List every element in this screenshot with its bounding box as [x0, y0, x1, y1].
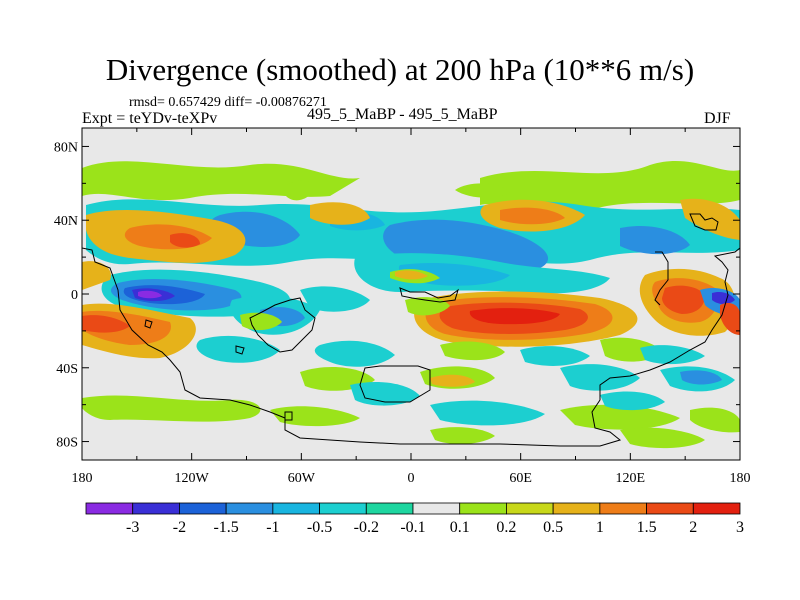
chart-title: Divergence (smoothed) at 200 hPa (10**6 … [105, 52, 695, 87]
contour-patch [500, 207, 565, 225]
stats-label: rmsd= 0.657429 diff= -0.00876271 [129, 95, 327, 110]
contour-patch [440, 341, 505, 361]
colorbar-swatch [646, 502, 694, 515]
colorbar-label: 1 [596, 519, 604, 536]
contour-patch [310, 202, 370, 225]
y-tick-label: 0 [71, 288, 78, 303]
coastlines [82, 213, 740, 447]
colorbar-swatch [599, 502, 647, 515]
colorbar-label: 3 [736, 519, 744, 536]
contour-patch [662, 285, 705, 314]
x-tick-label: 120W [175, 471, 210, 486]
contour-patch [395, 270, 428, 280]
x-tick-label: 180 [730, 471, 751, 486]
contour-patch [430, 374, 475, 387]
contour-patch [282, 180, 313, 201]
colorbar-swatch [459, 502, 507, 515]
contour-patch [314, 340, 395, 367]
y-tick-label: 40N [54, 214, 78, 229]
colorbar-label: -3 [126, 519, 139, 536]
season-label: DJF [704, 110, 731, 127]
contour-patch [520, 346, 590, 366]
y-tick-label: 80N [54, 140, 78, 155]
contour-patch [712, 291, 735, 305]
colorbar-swatch [179, 502, 227, 515]
contour-patch [82, 315, 130, 333]
contour-field [82, 160, 740, 449]
coastline-small-island [284, 411, 293, 421]
colorbar-swatch [272, 502, 320, 515]
contour-patch [480, 160, 740, 213]
contour-patch [560, 364, 640, 391]
contour-patch [430, 400, 545, 426]
coastline-small-island [235, 345, 245, 355]
contour-patch [680, 370, 722, 385]
x-tick-label: 60E [509, 471, 532, 486]
contour-patch [469, 308, 560, 325]
colorbar: -3 -2 -1.5 -1 -0.5 -0.2 -0.1 0.1 0.2 0.5 1 1.5 2 3 [85, 502, 744, 536]
x-tick-label: 0 [408, 471, 415, 486]
colorbar-label: 1.5 [637, 519, 657, 536]
coastline-antarctic-islands [359, 365, 431, 403]
colorbar-label: -1.5 [213, 519, 238, 536]
contour-patch [138, 290, 162, 299]
coastline-africa [399, 287, 459, 303]
y-axis: 80N 40N 0 40S 80S [54, 140, 740, 451]
colorbar-label: -2 [173, 519, 186, 536]
contour-patch [600, 391, 665, 411]
y-tick-label: 80S [56, 436, 78, 451]
x-tick-label: 180 [72, 471, 93, 486]
contour-patch [82, 395, 261, 422]
x-tick-label: 120E [616, 471, 646, 486]
coastline-greenland [689, 213, 719, 231]
case-label: 495_5_MaBP - 495_5_MaBP [307, 106, 498, 123]
contour-patch [690, 407, 740, 433]
colorbar-label: -1 [266, 519, 279, 536]
experiment-label: Expt = teYDv-teXPv [82, 110, 218, 127]
coastline-small-island [144, 319, 153, 329]
contour-patch [640, 345, 705, 365]
colorbar-swatch [85, 502, 134, 515]
colorbar-label: 0.5 [543, 519, 563, 536]
colorbar-swatch [132, 502, 180, 515]
contour-patch [82, 261, 111, 290]
contour-patch [455, 183, 510, 198]
x-tick-label: 60W [288, 471, 316, 486]
y-tick-label: 40S [56, 362, 78, 377]
colorbar-swatch [412, 502, 461, 515]
contour-patch [680, 198, 740, 240]
coastline-south-america [249, 297, 316, 353]
colorbar-label: -0.5 [307, 519, 332, 536]
colorbar-swatch [506, 502, 554, 515]
contour-patch [620, 225, 690, 255]
colorbar-swatch [552, 502, 601, 515]
coastline-australia [654, 251, 669, 306]
colorbar-swatch [225, 502, 274, 515]
colorbar-swatch [319, 502, 367, 515]
coastline-americas [82, 247, 740, 447]
contour-patch [620, 427, 705, 449]
colorbar-swatch [692, 502, 741, 515]
contour-patch [240, 312, 282, 331]
contour-patch [170, 233, 200, 248]
x-axis: 180 120W 60W 0 60E 120E 180 [72, 128, 751, 486]
contour-patch [430, 427, 495, 445]
contour-patch [350, 382, 420, 406]
colorbar-swatch [365, 502, 414, 515]
colorbar-label: 0.2 [496, 519, 516, 536]
contour-patch [300, 286, 370, 312]
contour-patch [196, 335, 280, 363]
colorbar-label: 2 [689, 519, 697, 536]
contour-patch [270, 406, 360, 427]
colorbar-label: -0.2 [354, 519, 379, 536]
contour-patch [560, 404, 680, 430]
contour-patch [720, 303, 740, 335]
colorbar-label: 0.1 [450, 519, 470, 536]
colorbar-label: -0.1 [400, 519, 425, 536]
